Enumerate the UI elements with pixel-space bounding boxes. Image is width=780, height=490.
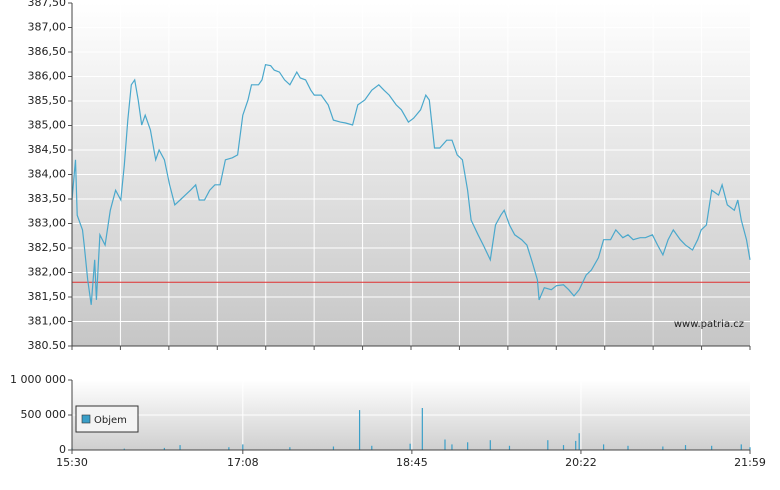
y-tick-label: 0 (59, 443, 66, 456)
volume-bar (123, 448, 125, 450)
y-tick-label: 500 000 (21, 408, 67, 421)
y-tick-label: 1 000 000 (10, 373, 66, 386)
volume-bar (547, 440, 549, 450)
y-tick-label: 384,00 (28, 168, 67, 181)
volume-bar (228, 447, 230, 450)
y-tick-label: 381,50 (28, 290, 67, 303)
volume-bar (289, 447, 291, 450)
watermark: www.patria.cz (674, 319, 744, 330)
volume-bar (489, 440, 491, 450)
legend-swatch (81, 414, 91, 424)
y-tick-label: 385,00 (28, 119, 67, 132)
y-tick-label: 381,00 (28, 315, 67, 328)
volume-bar (409, 443, 411, 450)
y-tick-label: 380.50 (28, 339, 67, 352)
y-tick-label: 387,00 (28, 21, 67, 34)
y-tick-label: 386,00 (28, 70, 67, 83)
volume-bar (332, 446, 335, 450)
volume-bar (444, 439, 446, 450)
y-tick-label: 385,50 (28, 94, 67, 107)
x-tick-label: 21:59 (734, 456, 766, 469)
x-tick-label: 18:45 (396, 456, 428, 469)
legend-label: Objem (94, 415, 127, 426)
y-tick-label: 384,50 (28, 143, 67, 156)
y-tick-label: 383,50 (28, 192, 67, 205)
y-tick-label: 382,00 (28, 266, 67, 279)
volume-bar (749, 447, 751, 450)
volume-bar (711, 445, 713, 450)
volume-bar (371, 445, 373, 450)
x-tick-label: 20:22 (565, 456, 597, 469)
volume-bar (627, 445, 629, 450)
volume-bar (562, 445, 565, 450)
price-line (71, 64, 751, 305)
volume-bar (358, 410, 361, 450)
volume-bar (684, 445, 687, 450)
y-tick-label: 382,50 (28, 241, 67, 254)
volume-bar (602, 444, 605, 450)
y-tick-label: 386,50 (28, 45, 67, 58)
x-tick-label: 17:08 (227, 456, 259, 469)
volume-bar (179, 445, 181, 450)
volume-bar (421, 408, 423, 450)
y-tick-label: 387,50 (28, 0, 67, 9)
y-tick-label: 383,00 (28, 217, 67, 230)
volume-bar (575, 440, 577, 450)
volume-bar (467, 442, 469, 450)
volume-bar (508, 445, 511, 450)
volume-bar (662, 446, 664, 450)
volume-bar (740, 444, 742, 450)
x-tick-label: 15:30 (56, 456, 88, 469)
volume-bar (163, 447, 165, 450)
volume-bar (578, 433, 580, 450)
volume-bar (242, 444, 244, 450)
volume-bar (451, 444, 453, 450)
